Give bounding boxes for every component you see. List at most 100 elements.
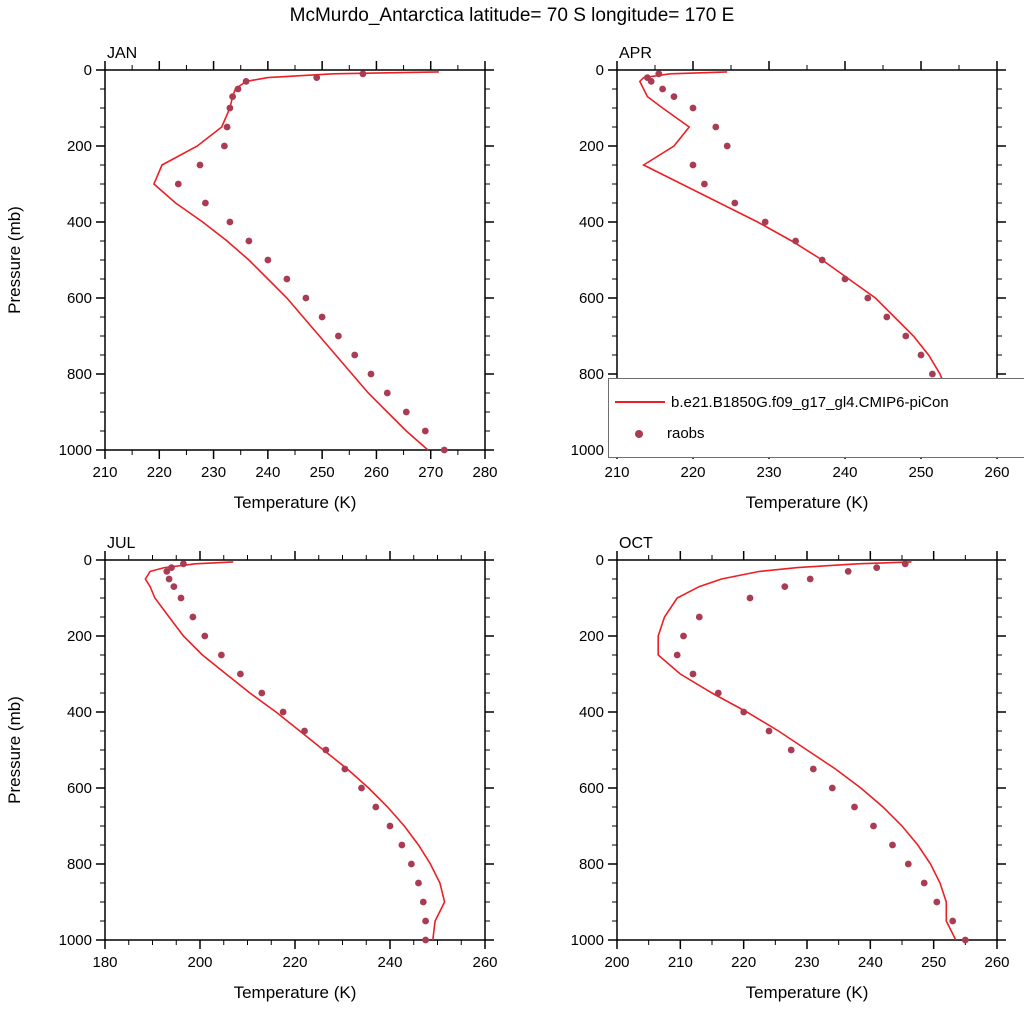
x-axis-label: Temperature (K) [746,493,869,512]
x-tick-label: 210 [668,954,693,971]
raobs-point [359,70,367,78]
raobs-point [689,161,697,169]
x-tick-label: 220 [282,954,307,971]
legend-model-row: b.e21.B1850G.f09_g17_gl4.CMIP6-piCon [615,394,1024,411]
raobs-point [318,313,326,321]
x-tick-label: 250 [310,464,335,481]
raobs-point [242,78,250,85]
raobs-point [723,142,731,150]
model-line [152,71,439,451]
legend-raobs-label: raobs [667,425,705,443]
x-axis-label: Temperature (K) [234,493,357,512]
y-axis-label: Pressure (mb) [5,696,24,804]
legend-model-label: b.e21.B1850G.f09_g17_gl4.CMIP6-piCon [671,393,949,411]
raobs-point [419,898,427,906]
raobs-point [279,708,287,716]
raobs-point [731,199,739,207]
raobs-point [322,746,330,754]
raobs-point [367,370,375,378]
y-tick-label: 800 [67,856,92,873]
raobs-point [180,560,187,568]
y-tick-label: 0 [596,552,604,569]
legend-box: b.e21.B1850G.f09_g17_gl4.CMIP6-piCon rao… [608,378,1024,458]
model-line-sample [615,401,665,404]
raobs-point [902,332,910,340]
x-tick-label: 260 [984,464,1009,481]
x-tick-label: 240 [377,954,402,971]
raobs-point [415,879,422,887]
raobs-point [714,689,722,697]
plot-box [104,559,486,941]
plot-box [104,69,486,451]
raobs-point [864,294,872,302]
x-tick-label: 240 [858,954,883,971]
y-tick-label: 800 [579,856,604,873]
raobs-point [221,142,228,150]
raobs-point [226,218,234,226]
y-tick-label: 600 [579,780,604,797]
raobs-point [844,568,852,575]
y-axis-label: Pressure (mb) [5,206,24,314]
x-axis-label: Temperature (K) [746,983,869,1002]
raobs-point [655,70,663,78]
y-tick-label: 1000 [59,932,92,949]
raobs-point [809,765,817,773]
raobs-point [873,564,881,571]
raobs-point [351,351,359,359]
x-tick-label: 200 [604,954,629,971]
model-line [638,71,951,451]
raobs-point [383,389,391,397]
raobs-point [202,199,209,207]
panel-jul: 180 200 220 240 260 0 200 400 600 800 1000 JUL Tempe… [0,530,512,1020]
raobs-point [746,594,754,602]
y-tick-label: 400 [579,214,604,231]
raobs-point [818,256,826,264]
raobs-point [761,218,769,226]
x-tick-label: 220 [731,954,756,971]
raobs-point [283,275,291,283]
x-tick-label: 180 [92,954,117,971]
raobs-point [196,161,204,169]
raobs-point [889,841,896,849]
panel-oct: 200 210 220 230 240 250 260 0 200 400 600 800 1000 OC… [512,530,1024,1020]
y-tick-label: 600 [67,290,92,307]
y-tick-label: 0 [84,552,92,569]
raobs-point [170,583,178,590]
panel-month-label: OCT [619,535,653,552]
x-tick-label: 230 [756,464,781,481]
raobs-point [258,689,266,697]
y-tick-label: 0 [596,62,604,79]
raobs-point [901,560,909,568]
raobs-point [659,85,666,93]
y-tick-label: 400 [67,214,92,231]
y-tick-label: 1000 [59,442,92,459]
raobs-point [422,917,429,925]
x-tick-label: 230 [794,954,819,971]
x-tick-label: 260 [984,954,1009,971]
raobs-point [301,727,308,735]
legend-raobs-row: raobs [615,425,1024,442]
raobs-point [229,93,237,100]
y-tick-label: 1000 [571,932,604,949]
raobs-point [223,123,231,131]
raobs-point [237,670,244,678]
raobs-point [226,104,234,112]
raobs-point [787,746,795,754]
raobs-point [165,575,173,583]
raobs-point [806,575,814,583]
raobs-point [264,256,272,264]
raobs-point [670,93,678,100]
raobs-point [358,784,365,792]
panel-jan: 210 220 230 240 250 260 270 280 0 200 400 600 800 100… [0,40,512,530]
x-tick-label: 220 [680,464,705,481]
y-tick-label: 0 [84,62,92,79]
raobs-point [386,822,394,830]
x-tick-label: 230 [201,464,226,481]
raobs-point [440,446,448,454]
x-tick-label: 260 [472,954,497,971]
x-tick-label: 240 [255,464,280,481]
x-tick-label: 240 [832,464,857,481]
x-axis-label: Temperature (K) [234,983,357,1002]
raobs-point [422,936,429,944]
raobs-point [313,74,321,81]
